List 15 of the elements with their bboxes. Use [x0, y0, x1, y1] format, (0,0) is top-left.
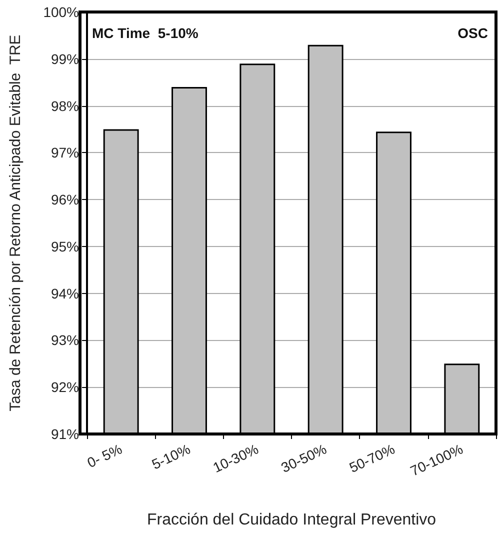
y-tick-label: 91% — [50, 426, 79, 442]
y-tick-label: 95% — [50, 238, 79, 254]
y-tick-label: 100% — [43, 4, 79, 20]
y-tick-label: 98% — [50, 98, 79, 114]
y-tick-label: 96% — [50, 192, 79, 208]
y-axis-title: Tasa de Retención por Retorno Anticipado Evitable TRE — [7, 34, 24, 412]
x-tick-label: 0- 5% — [84, 440, 124, 471]
annotation: OSC — [458, 25, 488, 41]
annotation: MC Time 5-10% — [92, 25, 199, 41]
y-tick-label: 93% — [50, 332, 79, 348]
x-axis-title: Fracción del Cuidado Integral Preventivo — [146, 512, 436, 528]
y-tick-label: 97% — [50, 144, 79, 161]
y-tick-label: 92% — [50, 379, 79, 396]
y-tick-label: 99% — [50, 50, 79, 67]
y-tick-label: 94% — [50, 285, 79, 302]
